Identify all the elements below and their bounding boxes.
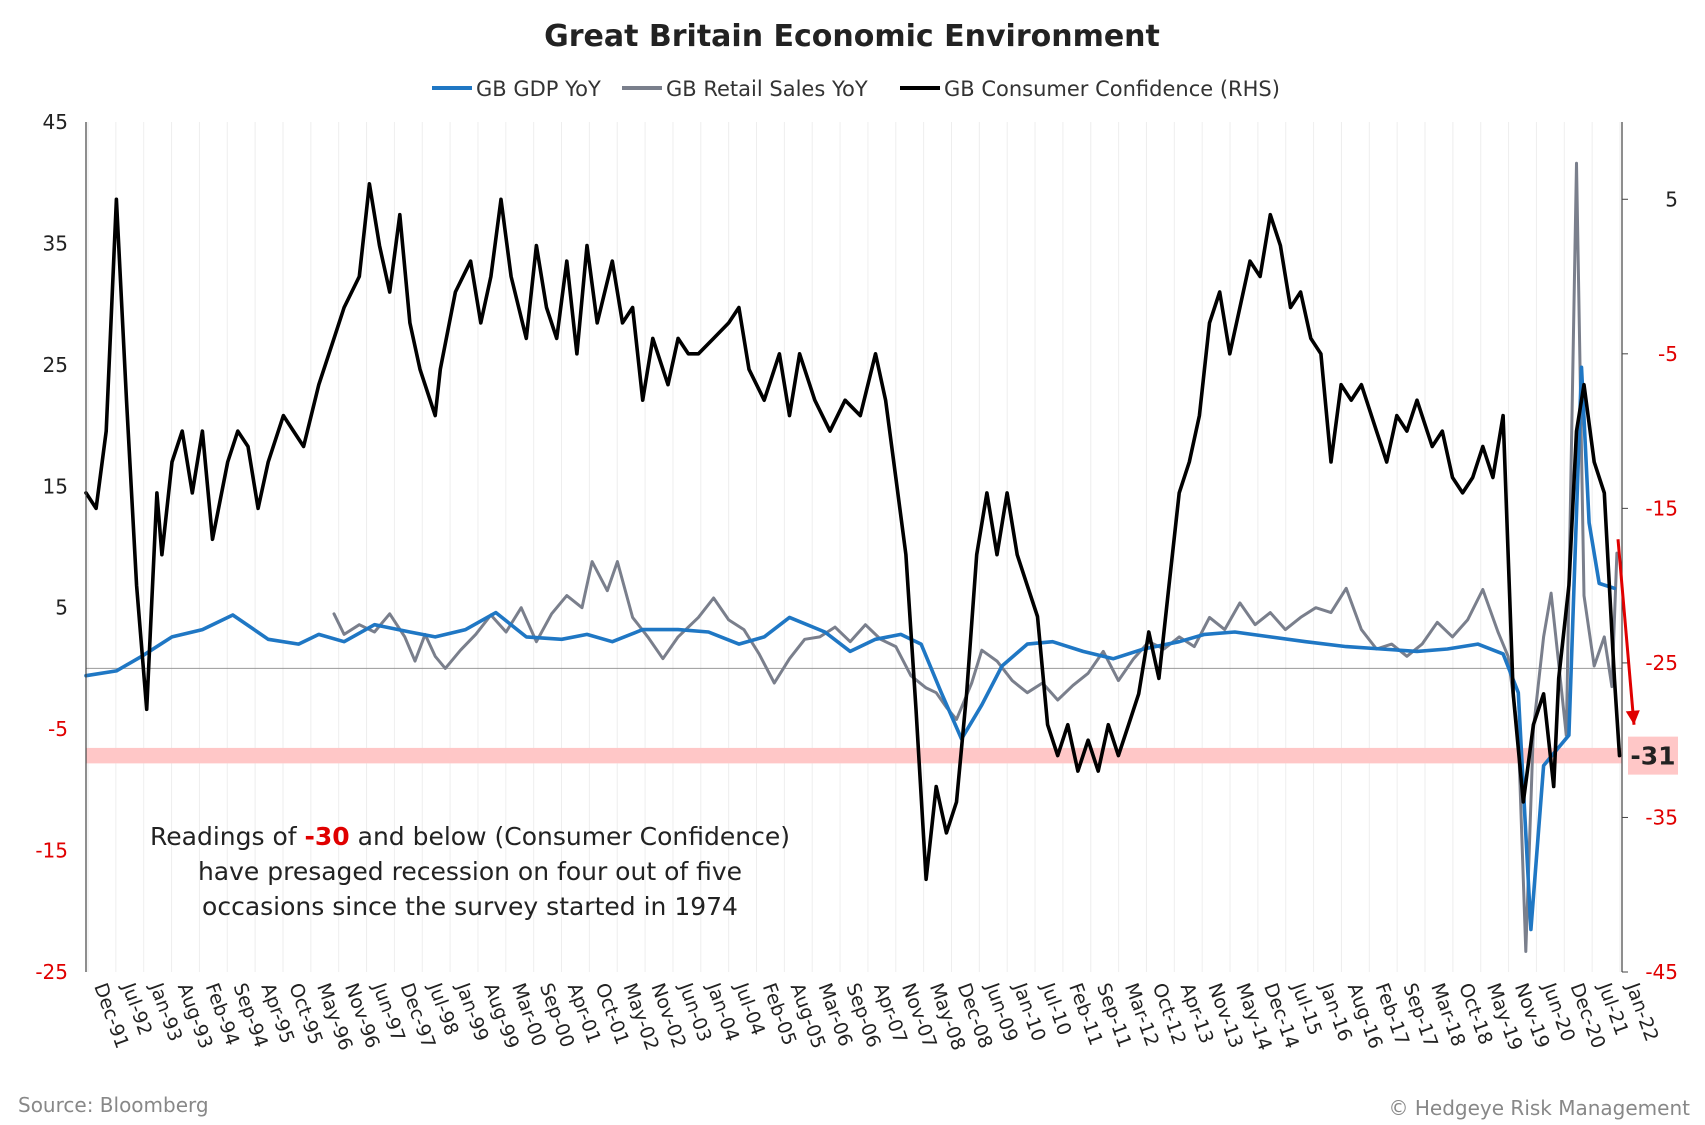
note-line-1: Readings of -30 and below (Consumer Conf… — [150, 822, 790, 851]
arrow-shaft — [1616, 539, 1636, 725]
series-layer — [84, 161, 1622, 953]
right-tick-label: -15 — [1645, 496, 1678, 520]
right-tick-label: 5 — [1665, 187, 1678, 211]
note-line-2: have presaged recession on four out of f… — [198, 857, 742, 886]
x-tick-label: Jan-22 — [1621, 979, 1663, 1044]
note-line-3: occasions since the survey started in 19… — [202, 892, 738, 921]
left-tick-label: -15 — [35, 839, 68, 863]
arrow-head — [1625, 710, 1640, 725]
latest-value-callout: -31 — [1628, 736, 1678, 775]
right-axis-ticks: 5 -5 -15 -25 -35 -45 — [1622, 187, 1678, 984]
right-tick-label: -25 — [1645, 651, 1678, 675]
series-line-gb-retail-sales-yoy — [332, 161, 1619, 953]
x-axis-ticks: Dec-91Jul-92Jan-93Aug-93Feb-94Sep-94Apr-… — [89, 979, 1662, 1053]
latest-value-box — [1628, 736, 1678, 775]
left-tick-label: -25 — [35, 960, 68, 984]
chart-title: Great Britain Economic Environment — [544, 19, 1160, 54]
axes — [85, 122, 1623, 972]
left-tick-label: 35 — [43, 231, 68, 255]
right-tick-label: -35 — [1645, 805, 1678, 829]
annotation-note: Readings of -30 and below (Consumer Conf… — [150, 822, 790, 921]
left-tick-label: 15 — [43, 474, 68, 498]
left-tick-label: 5 — [55, 596, 68, 620]
series-line-gb-consumer-confidence-rhs — [84, 182, 1622, 882]
legend: GB GDP YoY GB Retail Sales YoY GB Consum… — [432, 77, 1280, 101]
series-line-gb-gdp-yoy — [84, 365, 1617, 932]
latest-value-label: -31 — [1630, 742, 1675, 771]
down-arrow-icon — [1616, 539, 1640, 725]
credit-note: © Hedgeye Risk Management — [1389, 1096, 1691, 1120]
left-tick-label: -5 — [48, 717, 68, 741]
right-tick-label: -45 — [1645, 960, 1678, 984]
left-axis-ticks: 45 35 25 15 5 -5 -15 -25 — [35, 110, 68, 984]
grid — [87, 122, 1621, 972]
left-tick-label: 25 — [43, 353, 68, 377]
legend-label-confidence: GB Consumer Confidence (RHS) — [944, 77, 1280, 101]
legend-label-gdp: GB GDP YoY — [476, 77, 601, 101]
source-note: Source: Bloomberg — [18, 1093, 209, 1117]
legend-label-retail: GB Retail Sales YoY — [666, 77, 868, 101]
right-tick-label: -5 — [1658, 342, 1678, 366]
left-tick-label: 45 — [43, 110, 68, 134]
threshold-band — [86, 747, 1622, 764]
